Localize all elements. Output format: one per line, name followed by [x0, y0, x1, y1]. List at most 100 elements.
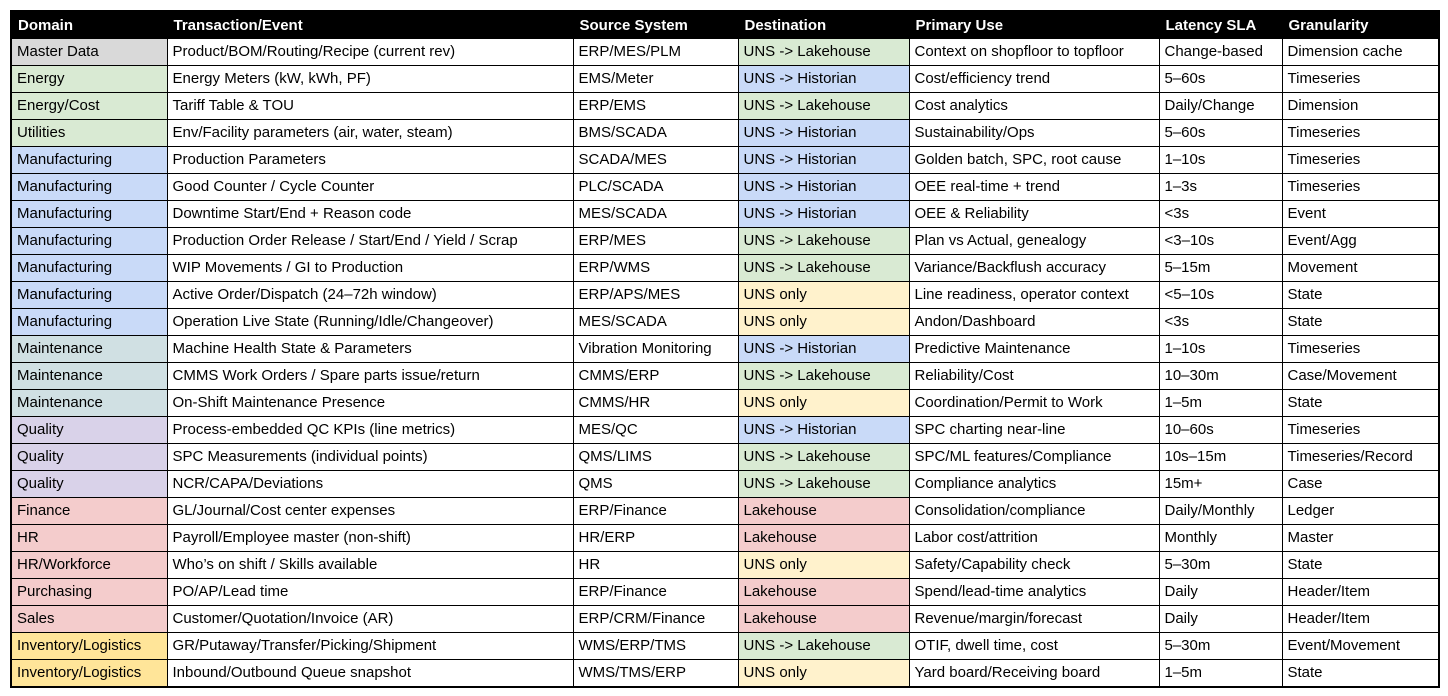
granularity-cell: Timeseries [1281, 416, 1440, 444]
table-row: HR/Workforce Who’s on shift / Skills avai… [10, 551, 1440, 579]
latency-sla-cell: 1–10s [1158, 335, 1283, 363]
destination-cell: Lakehouse [737, 497, 910, 525]
table-row: Maintenance CMMS Work Orders / Spare part… [10, 362, 1440, 390]
granularity-cell: Case/Movement [1281, 362, 1440, 390]
domain-cell: HR [10, 524, 168, 552]
primary-use-cell: SPC/ML features/Compliance [908, 443, 1160, 471]
domain-cell: Master Data [10, 38, 168, 66]
primary-use-cell: Safety/Capability check [908, 551, 1160, 579]
latency-sla-cell: Daily [1158, 605, 1283, 633]
destination-cell: UNS only [737, 551, 910, 579]
transaction-event-cell: Tariff Table & TOU [166, 92, 574, 120]
destination-cell: UNS only [737, 308, 910, 336]
transaction-event-cell: Product/BOM/Routing/Recipe (current rev) [166, 38, 574, 66]
source-system-cell: CMMS/HR [572, 389, 739, 417]
source-system-cell: EMS/Meter [572, 65, 739, 93]
transaction-event-cell: Machine Health State & Parameters [166, 335, 574, 363]
granularity-cell: Header/Item [1281, 578, 1440, 606]
table-row: Utilities Env/Facility parameters (air, w… [10, 119, 1440, 147]
destination-cell: UNS -> Lakehouse [737, 362, 910, 390]
source-system-cell: QMS [572, 470, 739, 498]
source-system-cell: BMS/SCADA [572, 119, 739, 147]
table-row: Manufacturing Downtime Start/End + Reason… [10, 200, 1440, 228]
table-row: Inventory/Logistics GR/Putaway/Transfer/P… [10, 632, 1440, 660]
destination-cell: Lakehouse [737, 578, 910, 606]
source-system-cell: ERP/Finance [572, 578, 739, 606]
granularity-cell: Timeseries/Record [1281, 443, 1440, 471]
source-system-cell: Vibration Monitoring [572, 335, 739, 363]
table-row: Energy Energy Meters (kW, kWh, PF) EMS/Met… [10, 65, 1440, 93]
table-row: Manufacturing Good Counter / Cycle Counte… [10, 173, 1440, 201]
latency-sla-cell: 1–5m [1158, 389, 1283, 417]
latency-sla-cell: Daily [1158, 578, 1283, 606]
source-system-cell: MES/QC [572, 416, 739, 444]
table-row: Sales Customer/Quotation/Invoice (AR) ERP/… [10, 605, 1440, 633]
source-system-cell: MES/SCADA [572, 200, 739, 228]
destination-cell: Lakehouse [737, 524, 910, 552]
latency-sla-cell: 10–30m [1158, 362, 1283, 390]
primary-use-cell: SPC charting near-line [908, 416, 1160, 444]
domain-cell: Energy/Cost [10, 92, 168, 120]
latency-sla-cell: <5–10s [1158, 281, 1283, 309]
latency-sla-cell: 5–60s [1158, 119, 1283, 147]
granularity-cell: Event/Movement [1281, 632, 1440, 660]
primary-use-cell: Cost/efficiency trend [908, 65, 1160, 93]
latency-sla-cell: <3s [1158, 308, 1283, 336]
table-row: Master Data Product/BOM/Routing/Recipe (c… [10, 38, 1440, 66]
granularity-cell: Event/Agg [1281, 227, 1440, 255]
latency-sla-cell: 1–3s [1158, 173, 1283, 201]
domain-cell: Quality [10, 443, 168, 471]
transaction-event-cell: Production Order Release / Start/End / Y… [166, 227, 574, 255]
column-header-primary-use: Primary Use [908, 10, 1160, 39]
source-system-cell: ERP/MES [572, 227, 739, 255]
primary-use-cell: Labor cost/attrition [908, 524, 1160, 552]
latency-sla-cell: 5–30m [1158, 551, 1283, 579]
source-system-cell: QMS/LIMS [572, 443, 739, 471]
granularity-cell: State [1281, 551, 1440, 579]
domain-cell: Quality [10, 470, 168, 498]
column-header-destination: Destination [737, 10, 910, 39]
table-row: Manufacturing Active Order/Dispatch (24–7… [10, 281, 1440, 309]
source-system-cell: ERP/WMS [572, 254, 739, 282]
primary-use-cell: OEE & Reliability [908, 200, 1160, 228]
source-system-cell: ERP/APS/MES [572, 281, 739, 309]
granularity-cell: State [1281, 308, 1440, 336]
transaction-event-cell: Inbound/Outbound Queue snapshot [166, 659, 574, 688]
transaction-event-cell: Energy Meters (kW, kWh, PF) [166, 65, 574, 93]
primary-use-cell: Coordination/Permit to Work [908, 389, 1160, 417]
transaction-event-cell: Production Parameters [166, 146, 574, 174]
destination-cell: UNS -> Historian [737, 200, 910, 228]
domain-cell: Manufacturing [10, 281, 168, 309]
granularity-cell: Master [1281, 524, 1440, 552]
latency-sla-cell: Daily/Monthly [1158, 497, 1283, 525]
granularity-cell: Movement [1281, 254, 1440, 282]
column-header-domain: Domain [10, 10, 168, 39]
domain-cell: Maintenance [10, 362, 168, 390]
table-row: Energy/Cost Tariff Table & TOU ERP/EMS UNS … [10, 92, 1440, 120]
destination-cell: Lakehouse [737, 605, 910, 633]
transaction-event-cell: Payroll/Employee master (non-shift) [166, 524, 574, 552]
source-system-cell: WMS/TMS/ERP [572, 659, 739, 688]
destination-cell: UNS -> Historian [737, 119, 910, 147]
destination-cell: UNS -> Lakehouse [737, 227, 910, 255]
domain-cell: Inventory/Logistics [10, 632, 168, 660]
latency-sla-cell: <3s [1158, 200, 1283, 228]
primary-use-cell: Cost analytics [908, 92, 1160, 120]
source-system-cell: MES/SCADA [572, 308, 739, 336]
primary-use-cell: Plan vs Actual, genealogy [908, 227, 1160, 255]
destination-cell: UNS -> Lakehouse [737, 443, 910, 471]
transaction-event-cell: NCR/CAPA/Deviations [166, 470, 574, 498]
granularity-cell: State [1281, 281, 1440, 309]
destination-cell: UNS -> Lakehouse [737, 632, 910, 660]
transaction-event-cell: Good Counter / Cycle Counter [166, 173, 574, 201]
latency-sla-cell: 10–60s [1158, 416, 1283, 444]
domain-cell: Maintenance [10, 389, 168, 417]
latency-sla-cell: 1–5m [1158, 659, 1283, 688]
destination-cell: UNS -> Lakehouse [737, 470, 910, 498]
granularity-cell: State [1281, 659, 1440, 688]
table-row: Manufacturing WIP Movements / GI to Produ… [10, 254, 1440, 282]
domain-cell: Utilities [10, 119, 168, 147]
destination-cell: UNS only [737, 389, 910, 417]
table-row: Manufacturing Operation Live State (Runni… [10, 308, 1440, 336]
source-system-cell: WMS/ERP/TMS [572, 632, 739, 660]
